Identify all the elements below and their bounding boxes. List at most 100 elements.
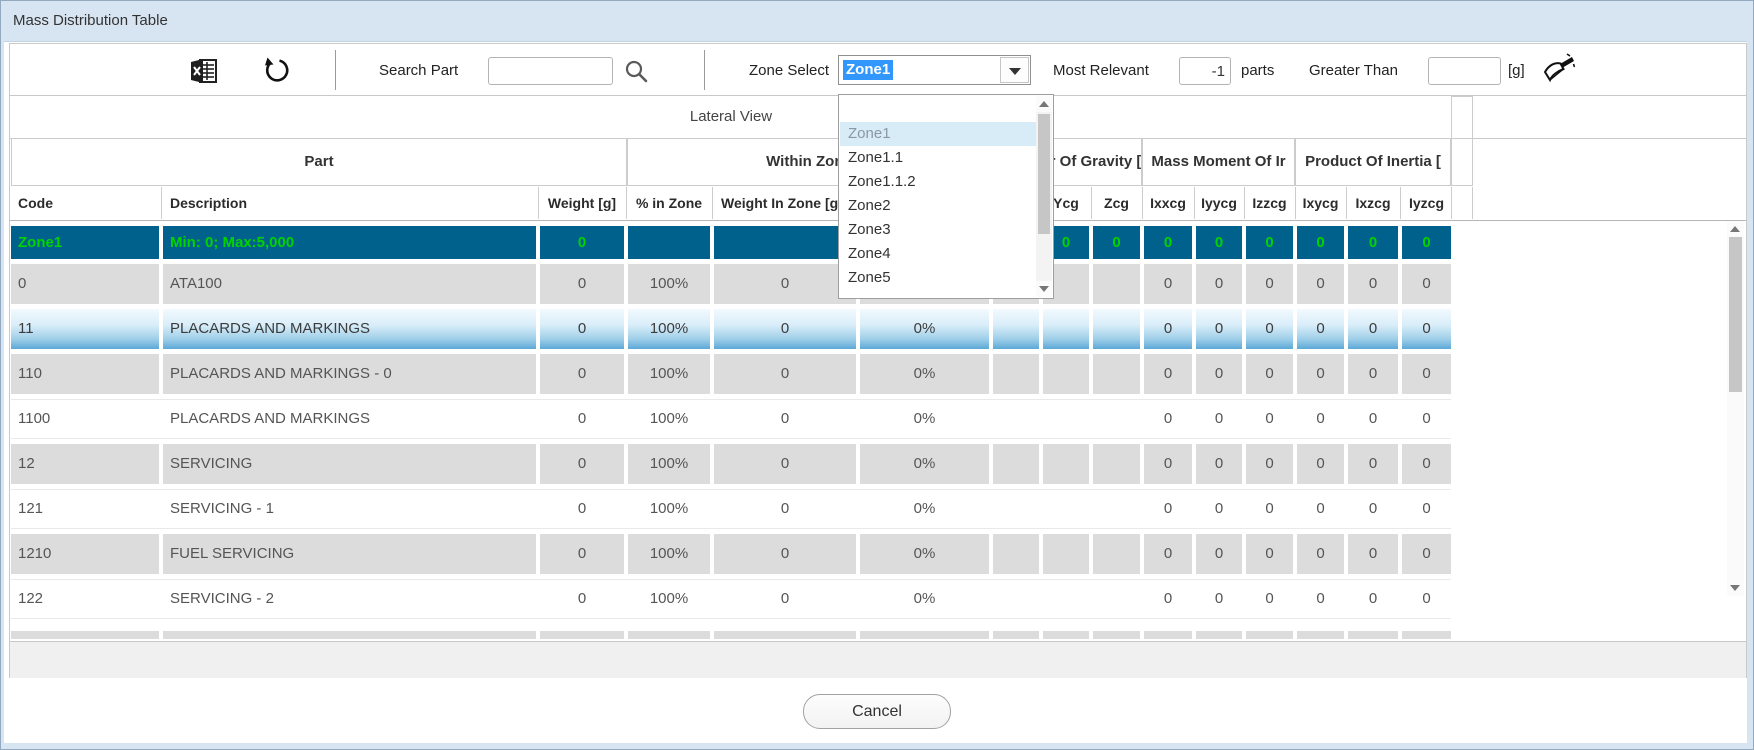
column-separator [538, 187, 539, 219]
dropdown-item-zone3[interactable]: Zone3 [848, 221, 891, 238]
table-cell: 0 [1297, 226, 1344, 259]
table-cell: 0 [1246, 226, 1293, 259]
table-cell: 0 [540, 309, 624, 349]
search-part-label: Search Part [379, 62, 459, 79]
table-row[interactable] [1, 631, 1753, 639]
table-cell [1043, 309, 1089, 349]
column-header-11[interactable]: Izzcg [1252, 195, 1287, 211]
table-cell: 0 [1214, 500, 1224, 517]
table-cell [1043, 579, 1089, 619]
table-cell: 0 [11, 264, 159, 304]
table-cell: 100% [649, 500, 689, 517]
column-header-2[interactable]: Weight [g] [547, 195, 617, 211]
dropdown-item-zone1[interactable]: Zone1 [840, 122, 1036, 146]
table-cell: 0 [540, 226, 624, 259]
column-header-9[interactable]: Ixxcg [1150, 195, 1186, 211]
pagination-bar: « ‹ / 3 › » [ 1 - 20 / 54 ] [10, 641, 1746, 678]
column-header-13[interactable]: Ixzcg [1355, 195, 1391, 211]
table-row[interactable]: 12 SERVICING 0 100% 0 0% 0 0 0 0 0 0 [1, 444, 1753, 484]
table-cell: 0 [1297, 354, 1344, 394]
column-header-0[interactable]: Code [18, 195, 53, 211]
column-header-8[interactable]: Zcg [1104, 195, 1129, 211]
table-cell: 0% [913, 590, 936, 607]
table-cell: 0 [714, 534, 856, 574]
table-cell: 0 [1163, 500, 1173, 517]
column-separator [1244, 187, 1245, 219]
table-vertical-scrollbar[interactable] [1727, 221, 1744, 596]
column-separator [1472, 187, 1473, 219]
column-header-12[interactable]: Ixycg [1302, 195, 1339, 211]
group-header-3: Mass Moment Of Ir [1142, 138, 1295, 186]
column-header-14[interactable]: Iyzcg [1408, 195, 1444, 211]
table-cell: 0 [1348, 534, 1398, 574]
dialog-titlebar[interactable]: Mass Distribution Table [1, 1, 1753, 42]
cancel-button[interactable]: Cancel [803, 694, 951, 729]
column-header-3[interactable]: % in Zone [635, 195, 703, 211]
column-header-10[interactable]: Iyycg [1201, 195, 1237, 211]
popup-scroll-up-button[interactable] [1036, 96, 1052, 112]
dropdown-item-zone4[interactable]: Zone4 [848, 245, 891, 262]
scrollbar-thumb[interactable] [1729, 237, 1742, 392]
zone-select-label: Zone Select [749, 62, 830, 79]
table-cell [1093, 534, 1140, 574]
table-cell: 0 [714, 264, 856, 304]
table-row[interactable]: 11 PLACARDS AND MARKINGS 0 100% 0 0% 0 0 0 0 0 0 [1, 309, 1753, 349]
table-row[interactable]: 110 PLACARDS AND MARKINGS - 0 0 100% 0 0% 0 0 0 0… [1, 354, 1753, 394]
dropdown-item-blank[interactable] [840, 98, 1036, 122]
row-stripe [11, 489, 1451, 529]
greater-than-input[interactable] [1428, 57, 1501, 85]
scroll-down-button[interactable] [1727, 580, 1744, 596]
table-cell [1093, 489, 1140, 529]
table-row[interactable]: 1100 PLACARDS AND MARKINGS 0 100% 0 0% 0 0 0 0 0 0 [1, 399, 1753, 439]
most-relevant-input[interactable] [1179, 57, 1231, 85]
group-header-0: Part [11, 138, 627, 186]
arrow-down-icon [1039, 286, 1049, 292]
column-header-1[interactable]: Description [170, 195, 248, 211]
scroll-up-button[interactable] [1727, 221, 1744, 237]
broom-icon [1543, 53, 1576, 83]
chevron-down-icon [1009, 68, 1021, 75]
combobox-dropdown-button[interactable] [1000, 57, 1029, 83]
table-cell [1144, 631, 1192, 639]
search-part-input[interactable] [488, 57, 613, 85]
dropdown-item-zone2[interactable]: Zone2 [848, 197, 891, 214]
column-header-4[interactable]: Weight In Zone [g] [721, 195, 843, 211]
dialog-title: Mass Distribution Table [13, 12, 168, 29]
clear-filter-button[interactable] [1539, 53, 1576, 85]
dialog-left-edge [1, 1, 4, 749]
table-row[interactable]: 1210 FUEL SERVICING 0 100% 0 0% 0 0 0 0 0 0 [1, 534, 1753, 574]
table-cell: 121 [18, 500, 44, 517]
table-cell: 100% [628, 444, 710, 484]
popup-scroll-down-button[interactable] [1036, 281, 1052, 297]
refresh-button[interactable] [263, 57, 291, 85]
table-cell: 0 [1402, 226, 1451, 259]
table-cell [714, 631, 856, 639]
table-cell: 0 [1246, 534, 1293, 574]
table-cell [1043, 354, 1089, 394]
zone-dropdown-popup: Zone1 Zone1.1 Zone1.1.2 Zone2 Zone3 Zone4 Zone… [838, 94, 1054, 299]
row-stripe [11, 399, 1451, 439]
table-row[interactable]: 122 SERVICING - 2 0 100% 0 0% 0 0 0 0 0 0 [1, 579, 1753, 619]
table-cell: 0 [577, 410, 587, 427]
popup-scrollbar[interactable] [1036, 96, 1052, 297]
table-cell: FUEL SERVICING [163, 534, 536, 574]
table-cell: 0 [540, 354, 624, 394]
table-cell: ATA100 [163, 264, 536, 304]
table-cell: 0 [1196, 534, 1242, 574]
dropdown-item-zone5[interactable]: Zone5 [848, 269, 891, 286]
search-button[interactable] [623, 58, 649, 84]
table-cell: 0 [1144, 534, 1192, 574]
table-cell: 0 [1265, 500, 1274, 517]
dropdown-item-zone1.1.2[interactable]: Zone1.1.2 [848, 173, 916, 190]
dropdown-item-zone1.1[interactable]: Zone1.1 [848, 149, 904, 166]
zone-select-combobox[interactable]: Zone1 [838, 55, 1031, 85]
table-cell: 0 [1368, 500, 1378, 517]
table-cell: 0 [1093, 226, 1140, 259]
popup-scrollbar-thumb[interactable] [1038, 114, 1050, 234]
table-cell: 0 [1402, 354, 1451, 394]
export-excel-button[interactable] [189, 56, 219, 86]
row-stripe [11, 579, 1451, 619]
table-row[interactable]: 121 SERVICING - 1 0 100% 0 0% 0 0 0 0 0 0 [1, 489, 1753, 529]
column-header-7[interactable]: Ycg [1053, 195, 1079, 211]
